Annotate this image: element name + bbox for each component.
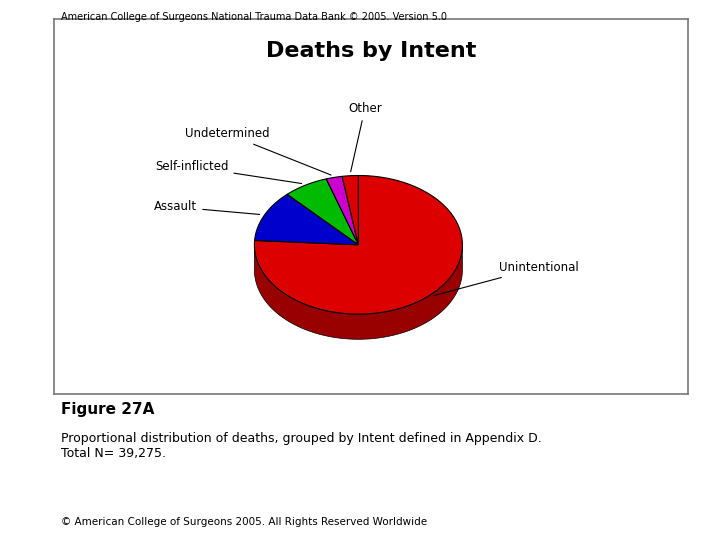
- Text: Deaths by Intent: Deaths by Intent: [266, 42, 476, 62]
- Polygon shape: [254, 176, 462, 314]
- Polygon shape: [342, 176, 359, 245]
- Text: Total N= 39,275.: Total N= 39,275.: [61, 447, 166, 460]
- Text: American College of Surgeons National Trauma Data Bank © 2005. Version 5.0: American College of Surgeons National Tr…: [61, 12, 447, 22]
- Polygon shape: [326, 177, 359, 245]
- Text: Other: Other: [348, 102, 382, 172]
- Polygon shape: [254, 244, 462, 339]
- Text: Self-inflicted: Self-inflicted: [155, 160, 302, 184]
- Text: Proportional distribution of deaths, grouped by Intent defined in Appendix D.: Proportional distribution of deaths, gro…: [61, 432, 542, 445]
- Text: Undetermined: Undetermined: [185, 127, 331, 175]
- Text: Figure 27A: Figure 27A: [61, 402, 155, 417]
- Polygon shape: [287, 179, 359, 245]
- Text: Assault: Assault: [154, 200, 260, 214]
- Polygon shape: [255, 194, 359, 245]
- Text: Unintentional: Unintentional: [433, 261, 579, 295]
- Text: © American College of Surgeons 2005. All Rights Reserved Worldwide: © American College of Surgeons 2005. All…: [61, 517, 428, 528]
